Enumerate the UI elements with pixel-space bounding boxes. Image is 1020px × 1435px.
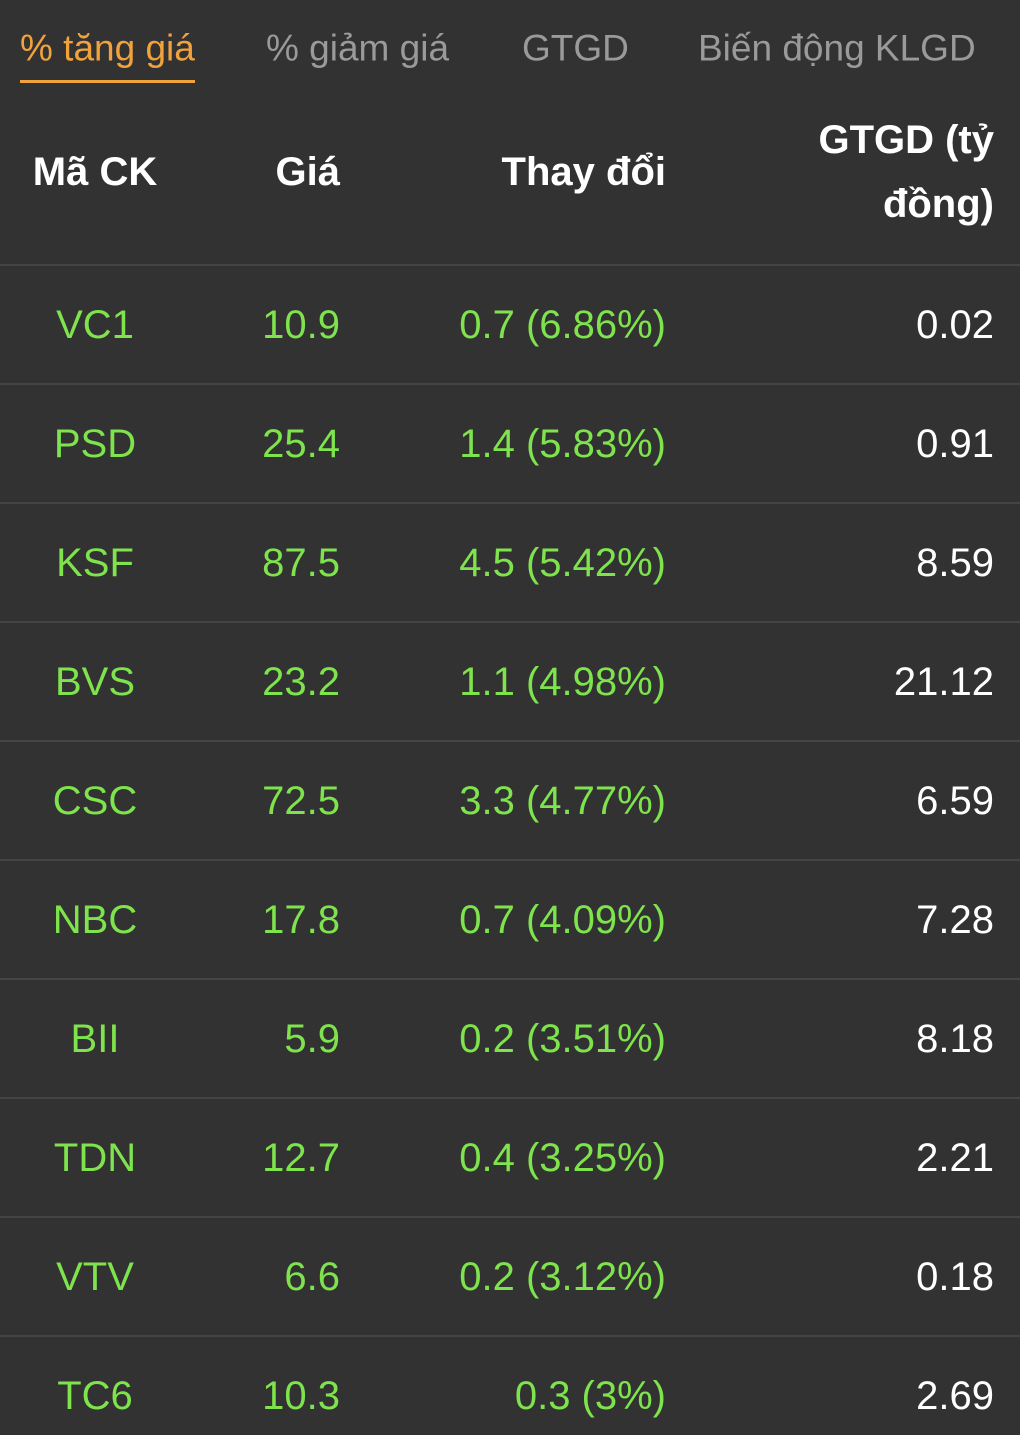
- change: 0.7 (6.86%): [459, 303, 666, 347]
- row-divider: [0, 740, 1020, 742]
- change: 3.3 (4.77%): [459, 779, 666, 823]
- change: 0.2 (3.12%): [459, 1255, 666, 1299]
- tab[interactable]: % giảm giá: [266, 27, 450, 69]
- value: 8.18: [916, 1017, 994, 1061]
- price: 12.7: [262, 1136, 340, 1180]
- symbol: KSF: [56, 541, 134, 585]
- row-divider: [0, 502, 1020, 504]
- active-tab-underline: [20, 80, 195, 83]
- change: 1.4 (5.83%): [459, 422, 666, 466]
- tab[interactable]: GTGD: [522, 27, 629, 69]
- value: 8.59: [916, 541, 994, 585]
- change: 0.3 (3%): [514, 1374, 666, 1418]
- price: 10.9: [262, 303, 340, 347]
- row-divider: [0, 978, 1020, 980]
- price: 87.5: [262, 541, 340, 585]
- change: 0.2 (3.51%): [459, 1017, 666, 1061]
- price: 72.5: [262, 779, 340, 823]
- price: 17.8: [262, 898, 340, 942]
- price: 10.3: [262, 1374, 340, 1418]
- tab[interactable]: Biến động KLGD: [698, 27, 976, 69]
- price: 6.6: [284, 1255, 340, 1299]
- column-header: Mã CK: [32, 150, 158, 194]
- value: 2.21: [916, 1136, 994, 1180]
- row-divider: [0, 621, 1020, 623]
- symbol: NBC: [52, 898, 138, 942]
- symbol: BII: [70, 1017, 120, 1061]
- symbol: PSD: [53, 422, 137, 466]
- symbol: CSC: [52, 779, 138, 823]
- column-header: Thay đổi: [501, 150, 666, 194]
- change: 1.1 (4.98%): [459, 660, 666, 704]
- price: 25.4: [262, 422, 340, 466]
- header-divider: [0, 264, 1020, 266]
- price: 5.9: [284, 1017, 340, 1061]
- row-divider: [0, 383, 1020, 385]
- symbol: TC6: [57, 1374, 133, 1418]
- row-divider: [0, 1216, 1020, 1218]
- column-header: Giá: [275, 150, 340, 194]
- row-divider: [0, 1335, 1020, 1337]
- row-divider: [0, 859, 1020, 861]
- tab[interactable]: % tăng giá: [20, 27, 195, 69]
- symbol: TDN: [53, 1136, 137, 1180]
- value: 0.91: [916, 422, 994, 466]
- value: 21.12: [893, 660, 994, 704]
- symbol: VC1: [56, 303, 134, 347]
- row-divider: [0, 1097, 1020, 1099]
- value: 2.69: [916, 1374, 994, 1418]
- column-header: GTGD (tỷ đồng): [818, 118, 994, 226]
- symbol: BVS: [54, 660, 136, 704]
- symbol: VTV: [56, 1255, 134, 1299]
- price: 23.2: [262, 660, 340, 704]
- change: 0.7 (4.09%): [459, 898, 666, 942]
- value: 7.28: [916, 898, 994, 942]
- change: 0.4 (3.25%): [459, 1136, 666, 1180]
- change: 4.5 (5.42%): [459, 541, 666, 585]
- value: 6.59: [916, 779, 994, 823]
- value: 0.18: [916, 1255, 994, 1299]
- value: 0.02: [916, 303, 994, 347]
